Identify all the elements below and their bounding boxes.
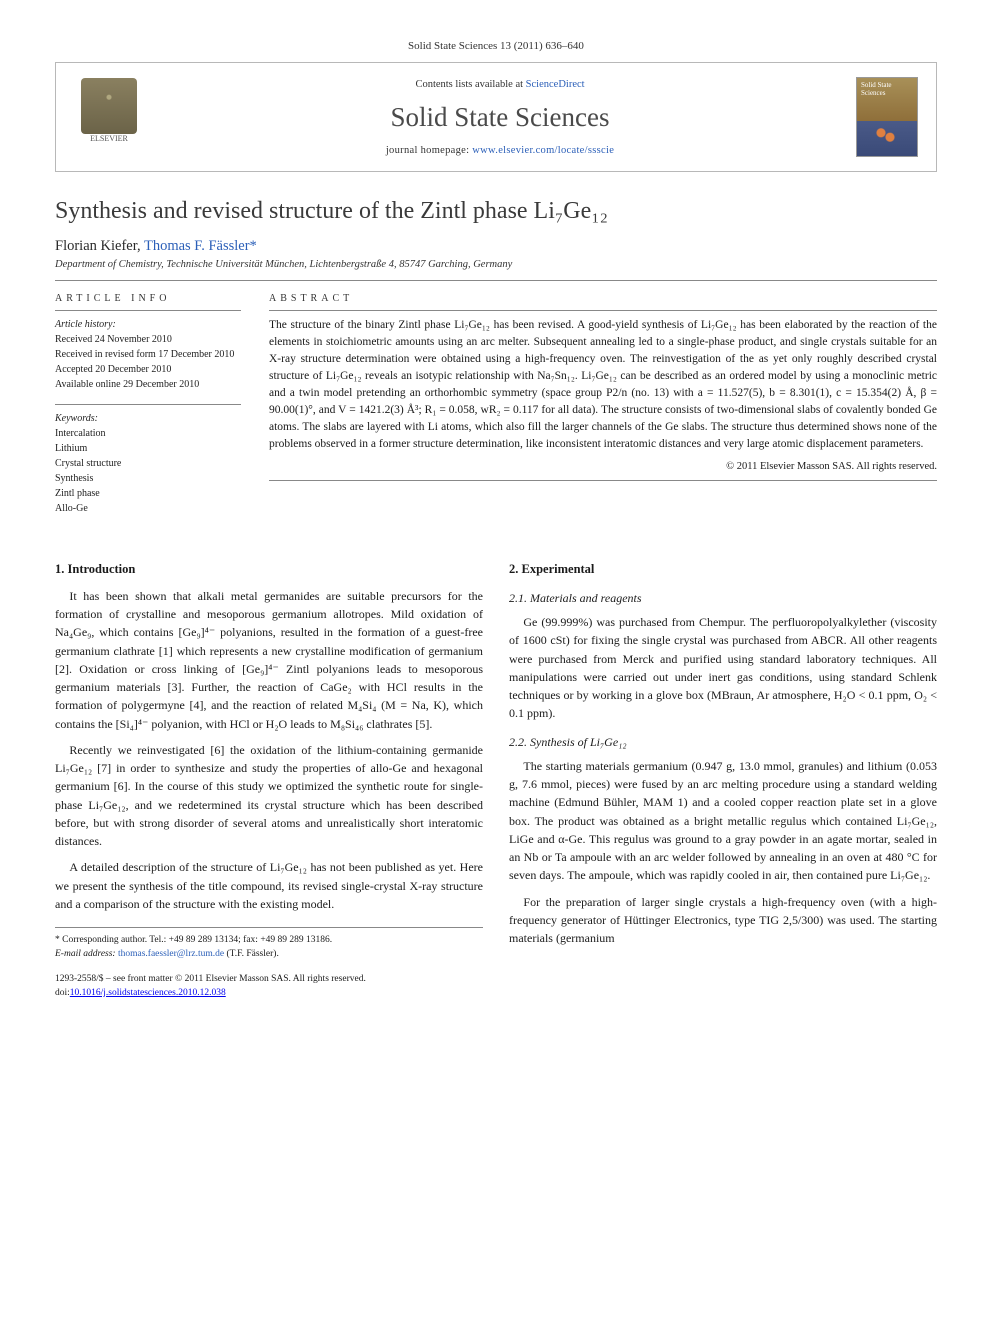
- article-history-block: Article history: Received 24 November 20…: [55, 310, 241, 392]
- sciencedirect-link[interactable]: ScienceDirect: [526, 79, 585, 90]
- keyword: Allo-Ge: [55, 501, 241, 516]
- abstract-head: ABSTRACT: [269, 293, 937, 304]
- abstract-body: The structure of the binary Zintl phase …: [269, 310, 937, 453]
- history-label: Article history:: [55, 317, 241, 332]
- article-info-column: ARTICLE INFO Article history: Received 2…: [55, 293, 241, 528]
- journal-ref: Solid State Sciences 13 (2011) 636–640: [55, 40, 937, 52]
- keyword: Intercalation: [55, 426, 241, 441]
- email-label: E-mail address:: [55, 949, 118, 959]
- elsevier-tree-icon: [81, 78, 137, 134]
- doi-label: doi:: [55, 988, 70, 998]
- doi-link[interactable]: 10.1016/j.solidstatesciences.2010.12.038: [70, 988, 226, 998]
- corresponding-star[interactable]: *: [250, 238, 257, 254]
- author-1: Florian Kiefer: [55, 238, 137, 254]
- corr-email-link[interactable]: thomas.faessler@lrz.tum.de: [118, 949, 224, 959]
- history-accepted: Accepted 20 December 2010: [55, 362, 241, 377]
- keyword: Lithium: [55, 441, 241, 456]
- keywords-label: Keywords:: [55, 411, 241, 426]
- exp-22-p2: For the preparation of larger single cry…: [509, 893, 937, 948]
- article-title: Synthesis and revised structure of the Z…: [55, 196, 937, 226]
- cover-glyph-icon: [872, 124, 902, 146]
- affiliation: Department of Chemistry, Technische Univ…: [55, 259, 937, 270]
- exp-21-p1: Ge (99.999%) was purchased from Chempur.…: [509, 613, 937, 722]
- contents-available-line: Contents lists available at ScienceDirec…: [144, 79, 856, 90]
- abstract-copyright: © 2011 Elsevier Masson SAS. All rights r…: [269, 461, 937, 472]
- footline-row: 1293-2558/$ – see front matter © 2011 El…: [55, 972, 483, 1001]
- body-columns: 1. Introduction It has been shown that a…: [55, 546, 937, 1000]
- section-head-intro: 1. Introduction: [55, 560, 483, 579]
- subsection-head-21: 2.1. Materials and reagents: [509, 589, 937, 607]
- journal-header: ELSEVIER Contents lists available at Sci…: [55, 62, 937, 172]
- intro-p1: It has been shown that alkali metal germ…: [55, 587, 483, 733]
- abstract-column: ABSTRACT The structure of the binary Zin…: [269, 293, 937, 528]
- rule-abs-bottom: [269, 480, 937, 481]
- author-2-link[interactable]: Thomas F. Fässler: [144, 238, 250, 254]
- corresponding-footer: * Corresponding author. Tel.: +49 89 289…: [55, 927, 483, 962]
- journal-cover-thumb: Solid State Sciences: [856, 77, 918, 157]
- keyword: Synthesis: [55, 471, 241, 486]
- issn-line: 1293-2558/$ – see front matter © 2011 El…: [55, 972, 366, 986]
- history-online: Available online 29 December 2010: [55, 377, 241, 392]
- elsevier-logo: ELSEVIER: [74, 78, 144, 156]
- article-info-head: ARTICLE INFO: [55, 293, 241, 304]
- journal-name: Solid State Sciences: [144, 102, 856, 133]
- journal-homepage-line: journal homepage: www.elsevier.com/locat…: [144, 145, 856, 156]
- keyword: Crystal structure: [55, 456, 241, 471]
- intro-p3: A detailed description of the structure …: [55, 858, 483, 913]
- keywords-block: Keywords: Intercalation Lithium Crystal …: [55, 404, 241, 516]
- history-revised: Received in revised form 17 December 201…: [55, 347, 241, 362]
- exp-22-p1: The starting materials germanium (0.947 …: [509, 757, 937, 885]
- keyword: Zintl phase: [55, 486, 241, 501]
- page: Solid State Sciences 13 (2011) 636–640 E…: [0, 0, 992, 1030]
- rule-1: [55, 280, 937, 281]
- authors-line: Florian Kiefer, Thomas F. Fässler*: [55, 238, 937, 255]
- intro-p2: Recently we reinvestigated [6] the oxida…: [55, 741, 483, 850]
- history-received: Received 24 November 2010: [55, 332, 241, 347]
- journal-homepage-link[interactable]: www.elsevier.com/locate/ssscie: [472, 145, 614, 156]
- corr-author-line: * Corresponding author. Tel.: +49 89 289…: [55, 934, 483, 948]
- elsevier-label: ELSEVIER: [90, 134, 128, 143]
- subsection-head-22: 2.2. Synthesis of Li₇Ge₁₂: [509, 733, 937, 751]
- section-head-experimental: 2. Experimental: [509, 560, 937, 579]
